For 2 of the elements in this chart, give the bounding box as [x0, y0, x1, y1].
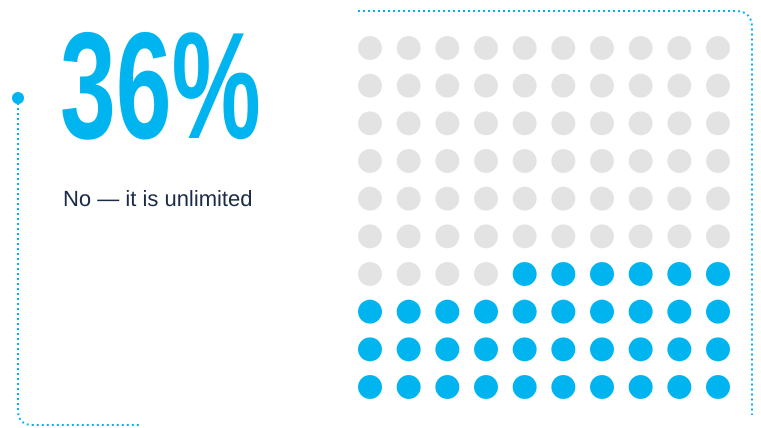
data-label: 36%: [60, 1, 261, 171]
category-label: No — it is unlimited: [63, 186, 253, 212]
